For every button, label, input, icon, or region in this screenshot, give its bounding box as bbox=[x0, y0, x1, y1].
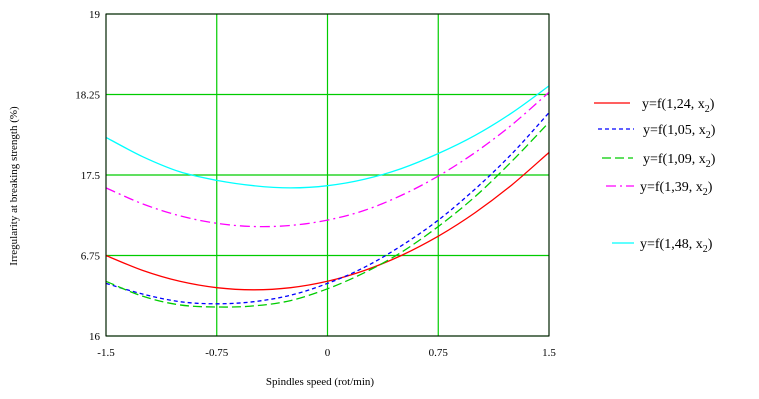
legend-label-end: ) bbox=[708, 180, 713, 195]
legend-label-main: y=f(1,24, x bbox=[642, 97, 705, 112]
x-tick-label: -0.75 bbox=[205, 347, 228, 359]
legend-item: y=f(1,39, x2) bbox=[606, 180, 713, 198]
legend-label-main: y=f(1,48, x bbox=[640, 237, 703, 252]
legend-item: y=f(1,05, x2) bbox=[598, 123, 716, 141]
x-axis-label: Spindles speed (rot/min) bbox=[266, 376, 374, 388]
legend-item: y=f(1,09, x2) bbox=[602, 152, 716, 170]
series-line-5 bbox=[105, 85, 550, 189]
legend-label-main: y=f(1,05, x bbox=[643, 123, 706, 138]
gridlines bbox=[105, 13, 550, 337]
plot-border bbox=[105, 13, 550, 337]
legend-item: y=f(1,48, x2) bbox=[612, 237, 713, 255]
legend-label: y=f(1,48, x2) bbox=[640, 237, 713, 255]
series-line-2 bbox=[105, 112, 550, 305]
legend-label: y=f(1,09, x2) bbox=[643, 152, 716, 170]
series-lines bbox=[105, 85, 550, 308]
legend-label: y=f(1,39, x2) bbox=[640, 180, 713, 198]
x-tick-label: 1.5 bbox=[542, 347, 556, 359]
legend-label-end: ) bbox=[711, 123, 716, 138]
legend: y=f(1,24, x2)y=f(1,05, x2)y=f(1,09, x2)y… bbox=[594, 97, 716, 255]
y-tick-labels: 16 6.75 17.5 18.25 19 bbox=[75, 9, 100, 343]
legend-label-subscript: 2 bbox=[703, 244, 708, 255]
legend-label-end: ) bbox=[710, 97, 715, 112]
x-tick-label: -1.5 bbox=[97, 347, 115, 359]
x-tick-label: 0 bbox=[325, 347, 331, 359]
y-tick-label: 19 bbox=[89, 9, 101, 21]
series-line-4 bbox=[105, 91, 550, 228]
legend-item: y=f(1,24, x2) bbox=[594, 97, 715, 115]
legend-label-end: ) bbox=[708, 237, 713, 252]
legend-label-main: y=f(1,39, x bbox=[640, 180, 703, 195]
legend-label: y=f(1,24, x2) bbox=[642, 97, 715, 115]
legend-label: y=f(1,05, x2) bbox=[643, 123, 716, 141]
y-tick-label: 6.75 bbox=[81, 251, 101, 263]
y-tick-label: 16 bbox=[89, 331, 101, 343]
legend-label-subscript: 2 bbox=[705, 104, 710, 115]
y-tick-label: 17.5 bbox=[81, 170, 101, 182]
legend-label-subscript: 2 bbox=[706, 130, 711, 141]
legend-label-main: y=f(1,09, x bbox=[643, 152, 706, 167]
x-tick-label: 0.75 bbox=[429, 347, 449, 359]
legend-label-subscript: 2 bbox=[703, 187, 708, 198]
legend-label-subscript: 2 bbox=[706, 159, 711, 170]
series-line-1 bbox=[105, 152, 550, 291]
legend-label-end: ) bbox=[711, 152, 716, 167]
y-tick-label: 18.25 bbox=[75, 90, 100, 102]
x-tick-labels: -1.5 -0.75 0 0.75 1.5 bbox=[97, 347, 556, 359]
series-line-3 bbox=[105, 121, 550, 308]
y-axis-label: Irregularity at breaking strength (%) bbox=[8, 106, 20, 266]
